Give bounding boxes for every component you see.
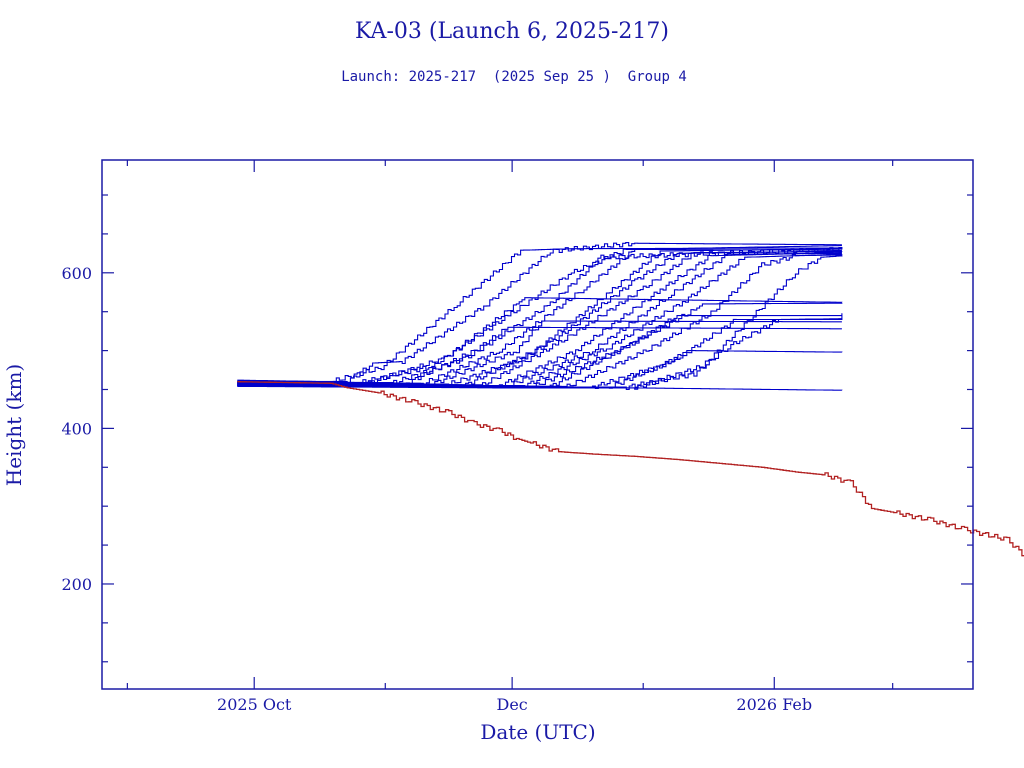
- y-axis-label: Height (km): [2, 364, 26, 486]
- series-line-sat-05: [237, 246, 843, 384]
- series-line-sat-10: [237, 250, 843, 386]
- series-line-sat-08: [237, 320, 842, 387]
- series-line-sat-09: [237, 248, 842, 386]
- series-line-sat-03: [237, 245, 842, 384]
- series-layer: [237, 242, 1024, 557]
- x-axis-label: Date (UTC): [480, 720, 595, 744]
- chart-subtitle: Launch: 2025-217 (2025 Sep 25 ) Group 4: [341, 69, 687, 85]
- series-line-sat-07: [237, 248, 842, 386]
- x-tick-label: 2025 Oct: [217, 695, 292, 714]
- series-line-sat-11: [237, 251, 842, 386]
- y-tick-label: 600: [61, 264, 92, 283]
- y-tick-label: 400: [61, 419, 92, 438]
- tick-layer: 2025 Oct Dec 2026 Feb 200 400 600: [61, 160, 973, 714]
- series-line-sat-04: [237, 297, 843, 384]
- x-tick-label: 2026 Feb: [736, 695, 812, 714]
- series-line-sat-18: [237, 349, 843, 389]
- series-line-sat-decay: [237, 381, 1024, 557]
- series-line-sat-02: [237, 242, 842, 385]
- series-line-sat-13: [237, 252, 842, 388]
- series-line-sat-01: [237, 247, 842, 385]
- plot-frame: [101, 159, 974, 690]
- x-tick-label: Dec: [496, 695, 527, 714]
- chart-title: KA-03 (Launch 6, 2025-217): [355, 19, 669, 44]
- y-tick-label: 200: [61, 575, 92, 594]
